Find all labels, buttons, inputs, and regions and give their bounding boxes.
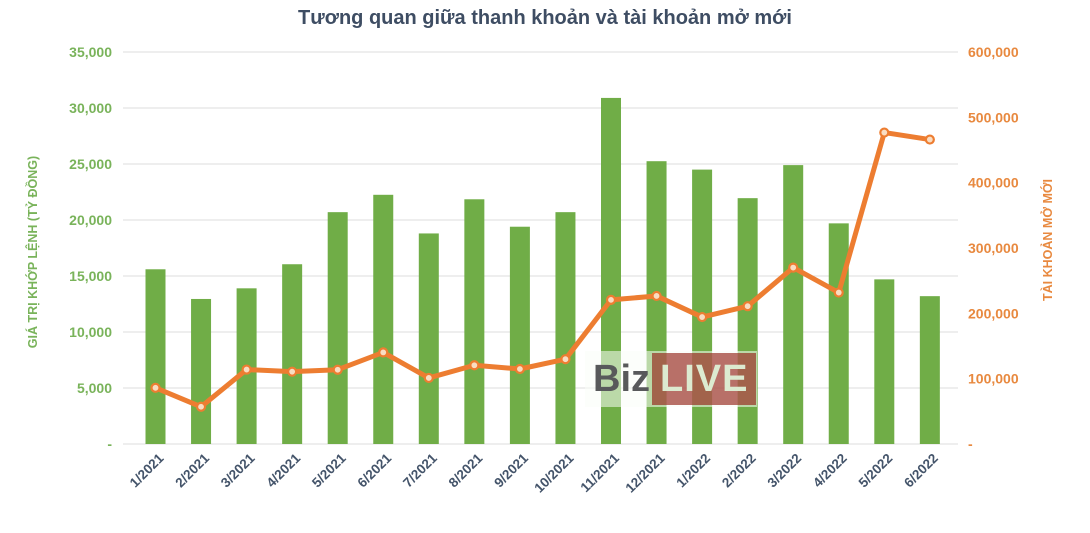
bar-10/2021 — [555, 212, 576, 444]
line-point-9/2021 — [514, 363, 526, 375]
line-point-11/2021 — [605, 294, 617, 305]
left-axis-tick: 5,000 — [77, 380, 112, 396]
right-axis-tick: - — [968, 436, 973, 452]
bar-8/2021 — [464, 199, 485, 444]
chart-title: Tương quan giữa thanh khoản và tài khoản… — [298, 7, 792, 29]
line-point-1/2021 — [150, 382, 161, 393]
x-axis-label-6/2022: 6/2022 — [901, 451, 941, 491]
right-axis-tick: 300,000 — [968, 240, 1019, 256]
x-axis-label-8/2021: 8/2021 — [446, 450, 486, 490]
line-point-4/2022 — [833, 287, 844, 298]
line-point-7/2021 — [423, 372, 434, 384]
bar-4/2022 — [828, 223, 849, 444]
x-axis-label-4/2022: 4/2022 — [810, 451, 850, 491]
line-point-8/2021 — [469, 360, 480, 371]
x-axis-label-6/2021: 6/2021 — [355, 450, 395, 490]
bar-4/2021 — [282, 264, 303, 444]
x-axis-label-3/2022: 3/2022 — [765, 451, 805, 491]
line-point-5/2022 — [879, 127, 890, 138]
x-axis-label-5/2021: 5/2021 — [309, 450, 349, 490]
line-series — [153, 130, 933, 410]
x-axis-label-2/2022: 2/2022 — [719, 451, 759, 491]
x-axis-label-9/2021: 9/2021 — [491, 450, 531, 490]
line-point-6/2022 — [924, 134, 935, 145]
watermark-text-biz: Biz — [593, 358, 650, 400]
x-axis-label-2/2021: 2/2021 — [172, 450, 212, 490]
x-axis-label-11/2021: 11/2021 — [578, 450, 623, 495]
line-point-2/2022 — [742, 301, 753, 312]
line-point-6/2021 — [378, 347, 389, 358]
right-axis-title: TÀI KHOẢN MỞ MỚI — [1040, 179, 1055, 301]
right-axis-tick: 200,000 — [968, 305, 1019, 321]
bizlive-watermark: Biz LIVE — [585, 351, 758, 407]
x-axis-label-1/2021: 1/2021 — [127, 450, 167, 490]
x-axis-label-7/2021: 7/2021 — [400, 450, 440, 490]
left-axis-tick: 25,000 — [69, 156, 112, 172]
right-axis-tick: 400,000 — [968, 175, 1019, 191]
x-axis-label-3/2021: 3/2021 — [218, 450, 258, 490]
line-point-12/2021 — [651, 290, 662, 302]
right-axis-tick: 600,000 — [968, 44, 1019, 60]
bar-5/2022 — [874, 279, 895, 444]
line-point-1/2022 — [696, 311, 708, 323]
bar-6/2021 — [373, 194, 394, 444]
line-point-2/2021 — [195, 401, 207, 412]
bar-7/2021 — [418, 233, 439, 444]
bar-6/2022 — [919, 296, 940, 444]
bar-9/2021 — [509, 226, 530, 444]
x-axis-label-10/2021: 10/2021 — [531, 450, 576, 495]
watermark-text-live: LIVE — [652, 353, 757, 405]
bar-2/2021 — [191, 298, 212, 444]
left-axis-title: GIÁ TRỊ KHỚP LỆNH (TỶ ĐỒNG) — [25, 156, 40, 348]
line-point-3/2022 — [788, 262, 799, 273]
bar-2/2022 — [737, 198, 758, 444]
bar-1/2021 — [145, 269, 166, 444]
bar-3/2022 — [783, 165, 804, 444]
x-axis-label-5/2022: 5/2022 — [856, 451, 896, 491]
bar-5/2021 — [327, 212, 348, 444]
x-axis-label-4/2021: 4/2021 — [263, 450, 303, 490]
left-axis-tick: 35,000 — [69, 44, 112, 60]
right-axis-tick: 100,000 — [968, 371, 1019, 387]
left-axis-tick: - — [107, 436, 112, 452]
line-point-10/2021 — [560, 354, 571, 365]
left-axis-tick: 15,000 — [69, 268, 112, 284]
x-axis-label-12/2021: 12/2021 — [623, 450, 668, 495]
line-point-4/2021 — [287, 366, 298, 377]
x-axis-label-1/2022: 1/2022 — [673, 451, 713, 491]
left-axis-tick: 20,000 — [69, 212, 112, 228]
line-point-5/2021 — [332, 364, 343, 375]
right-axis-tick: 500,000 — [968, 109, 1019, 125]
line-point-3/2021 — [241, 364, 252, 375]
left-axis-tick: 10,000 — [69, 324, 112, 340]
left-axis-tick: 30,000 — [69, 100, 112, 116]
